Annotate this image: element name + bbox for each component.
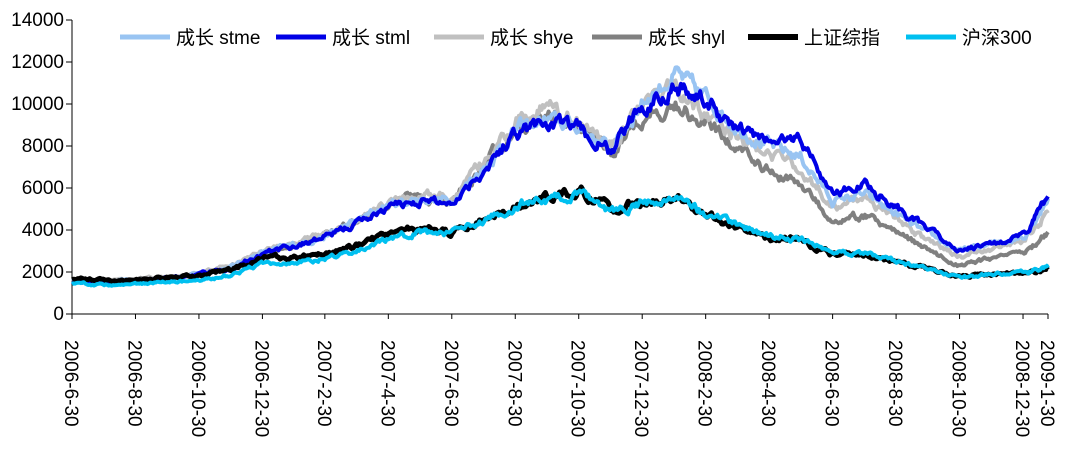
series-line-0: [71, 65, 1050, 286]
y-tick-label: 6000: [22, 178, 64, 199]
x-tick-label: 2007-8-30: [503, 340, 524, 427]
x-tick-label: 2006-10-30: [187, 340, 208, 437]
legend-label-1: 成长 stml: [332, 27, 410, 49]
axes: 0 2000 4000 6000 8000 10000 12000 14000 2006-6-3…: [11, 10, 1057, 437]
x-tick-label: 2008-6-30: [821, 340, 842, 427]
legend-label-4: 上证综指: [804, 27, 880, 49]
y-tick-label: 12000: [11, 52, 64, 73]
y-tick-label: 8000: [22, 136, 64, 157]
x-tick-label: 2007-10-30: [567, 340, 588, 437]
legend-label-5: 沪深300: [962, 27, 1032, 49]
x-tick-label: 2007-4-30: [376, 340, 397, 427]
series-line-5: [71, 188, 1050, 288]
legend-label-3: 成长 shyl: [648, 27, 725, 49]
series-layer: [71, 65, 1050, 288]
x-tick-label: 2008-2-30: [694, 340, 715, 427]
x-tick-label: 2006-12-30: [250, 340, 271, 437]
x-tick-label: 2008-8-30: [884, 340, 905, 427]
y-tick-label: 10000: [11, 94, 64, 115]
y-tick-label: 4000: [22, 220, 64, 241]
x-tick-label: 2007-12-30: [630, 340, 651, 437]
y-tick-label: 0: [53, 304, 64, 325]
series-line-2: [71, 78, 1050, 285]
x-tick-label: 2008-12-30: [1011, 340, 1032, 437]
x-tick-label: 2006-6-30: [60, 340, 81, 427]
x-tick-label: 2008-4-30: [757, 340, 778, 427]
x-tick-label: 2007-6-30: [440, 340, 461, 427]
y-tick-label: 2000: [22, 262, 64, 283]
x-tick-label: 2007-2-30: [313, 340, 334, 427]
series-line-4: [71, 184, 1050, 284]
x-tick-label: 2008-10-30: [948, 340, 969, 437]
legend-label-0: 成长 stme: [176, 27, 260, 49]
x-tick-label: 2009-1-30: [1036, 340, 1057, 427]
legend-label-2: 成长 shye: [490, 27, 573, 49]
series-line-1: [71, 81, 1050, 286]
x-tick-label: 2006-8-30: [123, 340, 144, 427]
legend: 成长 stme 成长 stml 成长 shye 成长 shyl 上证综指 沪深300: [120, 27, 1032, 49]
y-tick-label: 14000: [11, 10, 64, 31]
